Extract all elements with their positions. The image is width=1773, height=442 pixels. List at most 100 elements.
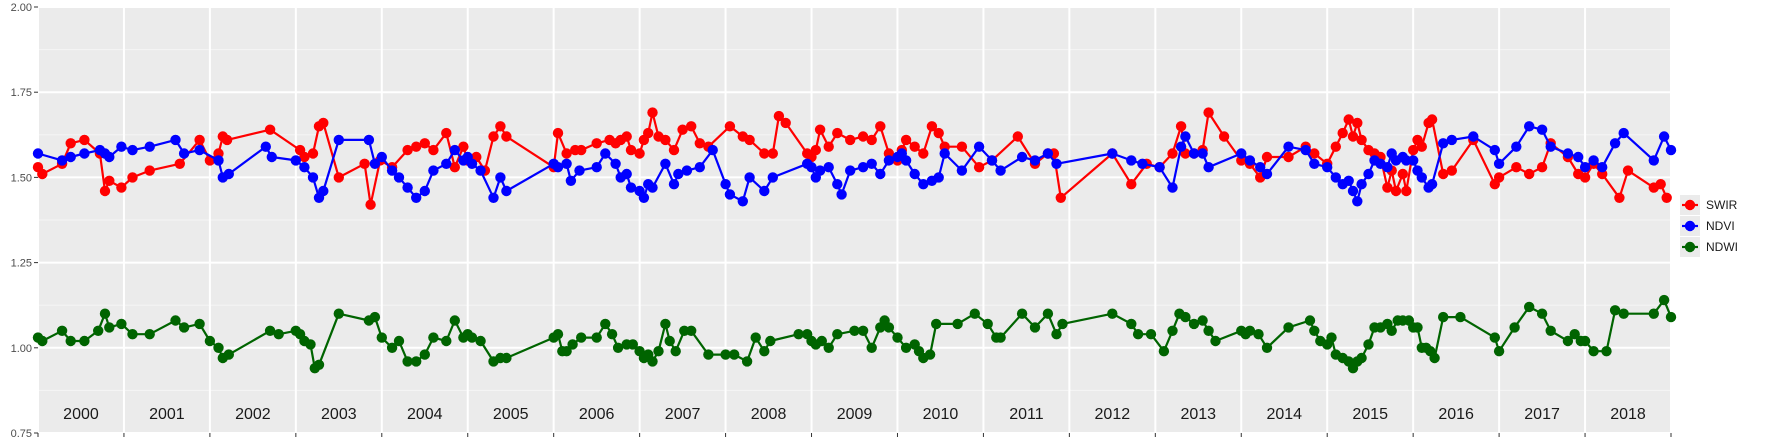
year-label: 2015 bbox=[1352, 406, 1388, 423]
data-point bbox=[1536, 124, 1548, 135]
data-point bbox=[1236, 148, 1247, 159]
data-point bbox=[419, 185, 430, 197]
data-point bbox=[411, 141, 422, 152]
data-point bbox=[194, 134, 205, 146]
data-point bbox=[1588, 155, 1599, 166]
data-point bbox=[653, 346, 664, 357]
data-point bbox=[744, 172, 755, 183]
minor-gridlines bbox=[38, 49, 1671, 391]
data-point bbox=[686, 121, 697, 132]
data-point bbox=[495, 121, 506, 132]
data-point bbox=[625, 144, 637, 156]
data-point bbox=[1622, 165, 1634, 176]
data-point bbox=[411, 192, 422, 203]
data-point bbox=[1408, 144, 1419, 156]
data-point bbox=[576, 332, 587, 343]
year-label: 2009 bbox=[837, 406, 873, 423]
data-point bbox=[369, 311, 381, 323]
data-point bbox=[1203, 162, 1214, 173]
data-point bbox=[56, 325, 68, 336]
data-point bbox=[857, 131, 869, 142]
data-point bbox=[1029, 155, 1041, 166]
data-point bbox=[1416, 172, 1428, 183]
year-label: 2014 bbox=[1266, 406, 1302, 423]
legend-key-point bbox=[1684, 241, 1696, 253]
data-point bbox=[65, 138, 76, 149]
data-point bbox=[681, 165, 693, 176]
data-point bbox=[501, 352, 512, 364]
data-point bbox=[313, 359, 325, 370]
data-point bbox=[37, 335, 48, 347]
data-point bbox=[647, 356, 658, 367]
data-point bbox=[144, 329, 155, 340]
data-point bbox=[333, 308, 344, 319]
data-point bbox=[814, 124, 826, 135]
data-point bbox=[1446, 134, 1458, 146]
data-point bbox=[1175, 121, 1187, 132]
data-point bbox=[973, 141, 985, 152]
data-point bbox=[986, 155, 998, 166]
data-point bbox=[1057, 318, 1068, 330]
data-point bbox=[144, 141, 155, 152]
data-point bbox=[780, 117, 791, 129]
data-point bbox=[170, 134, 181, 146]
data-point bbox=[634, 148, 645, 159]
year-label: 2000 bbox=[63, 406, 99, 423]
data-point bbox=[814, 165, 826, 176]
data-point bbox=[1356, 134, 1367, 146]
data-point bbox=[428, 165, 439, 176]
data-point bbox=[449, 315, 460, 326]
legend: SWIR NDVI NDWI bbox=[1680, 195, 1738, 257]
data-point bbox=[1579, 162, 1591, 173]
data-point bbox=[333, 134, 344, 146]
data-point bbox=[552, 329, 564, 340]
year-label: 2013 bbox=[1180, 406, 1216, 423]
data-point bbox=[260, 141, 271, 152]
data-point bbox=[956, 165, 968, 176]
data-point bbox=[1167, 325, 1178, 336]
data-point bbox=[1618, 127, 1629, 139]
data-point bbox=[386, 342, 398, 353]
data-point bbox=[1493, 158, 1505, 169]
data-point bbox=[767, 148, 778, 159]
data-point bbox=[213, 342, 224, 353]
data-point bbox=[600, 318, 611, 330]
y-tick-label: 1.75 bbox=[11, 87, 32, 99]
data-point bbox=[720, 179, 731, 190]
data-point bbox=[1180, 131, 1191, 142]
data-point bbox=[1468, 131, 1479, 142]
data-point bbox=[488, 192, 499, 203]
data-point bbox=[1283, 322, 1294, 333]
data-point bbox=[299, 151, 310, 163]
data-point bbox=[1158, 346, 1170, 357]
data-point bbox=[741, 356, 753, 367]
data-point bbox=[643, 127, 654, 139]
data-point bbox=[223, 349, 234, 360]
data-point bbox=[875, 121, 886, 132]
data-point bbox=[883, 155, 895, 166]
data-point bbox=[104, 175, 115, 186]
data-point bbox=[1188, 148, 1200, 159]
data-point bbox=[411, 356, 422, 367]
data-point bbox=[1051, 158, 1062, 169]
legend-label: NDVI bbox=[1706, 219, 1735, 233]
data-point bbox=[647, 182, 658, 193]
data-point bbox=[99, 185, 111, 197]
year-label: 2003 bbox=[321, 406, 357, 423]
data-point bbox=[127, 329, 138, 340]
data-point bbox=[363, 134, 375, 146]
legend-key-point bbox=[1684, 220, 1696, 232]
data-point bbox=[845, 134, 856, 146]
data-point bbox=[305, 339, 316, 350]
data-point bbox=[567, 339, 578, 350]
data-point bbox=[939, 148, 950, 159]
data-point bbox=[832, 329, 843, 340]
data-point bbox=[1524, 301, 1535, 313]
data-point bbox=[849, 325, 860, 336]
series-layer bbox=[32, 107, 1677, 374]
data-point bbox=[1493, 346, 1505, 357]
data-point bbox=[376, 151, 387, 163]
data-point bbox=[926, 121, 938, 132]
data-point bbox=[1203, 107, 1214, 118]
data-point bbox=[204, 335, 216, 347]
